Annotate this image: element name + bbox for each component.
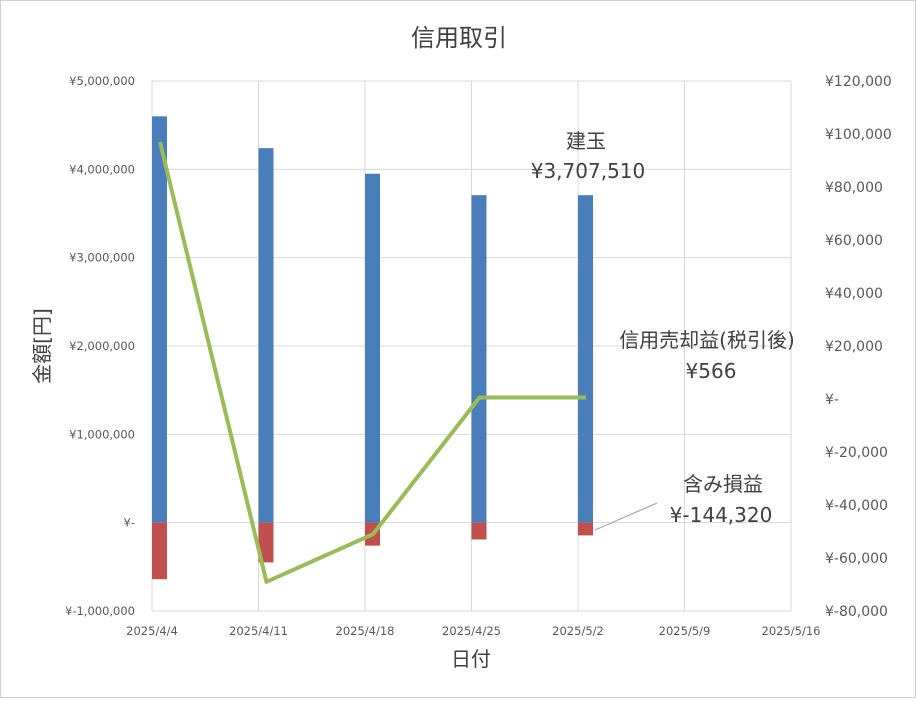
annotation-unrealized-value: ¥-144,320 (670, 503, 773, 527)
bars-layer (152, 116, 593, 579)
y-left-tick-label: ¥2,000,000 (69, 339, 135, 353)
position-bar (578, 195, 593, 522)
annotation-profit-value: ¥566 (686, 359, 737, 383)
y-left-tick-label: ¥-1,000,000 (65, 604, 135, 618)
position-bar (152, 116, 167, 522)
y-left-tick-label: ¥4,000,000 (69, 162, 135, 176)
position-bar (472, 195, 487, 522)
y-left-tick-label: ¥1,000,000 (69, 427, 135, 441)
unrealized-bar (578, 523, 593, 536)
unrealized-bar (152, 523, 167, 580)
x-tick-label: 2025/5/16 (762, 624, 821, 638)
annotation-profit: 信用売却益(税引後) ¥566 (619, 328, 795, 383)
chart-title: 信用取引 (411, 24, 507, 52)
y-right-tick-label: ¥-20,000 (825, 445, 888, 461)
annotation-tategyoku-label: 建玉 (566, 129, 606, 153)
annotation-profit-label: 信用売却益(税引後) (619, 328, 795, 352)
position-bar (365, 174, 380, 523)
y-axis-title: 金額[円] (30, 308, 54, 384)
y-right-tick-label: ¥100,000 (825, 127, 892, 143)
y-left-tick-label: ¥3,000,000 (69, 251, 135, 265)
y-right-tick-label: ¥120,000 (825, 74, 892, 90)
annotation-tategyoku-value: ¥3,707,510 (531, 159, 646, 183)
y-right-tick-label: ¥-80,000 (825, 604, 888, 620)
y-right-tick-label: ¥80,000 (825, 180, 883, 196)
position-bar (259, 148, 274, 523)
y-right-tick-label: ¥- (825, 392, 839, 408)
y-left-tick-label: ¥- (124, 516, 135, 530)
y-left-tick-label: ¥5,000,000 (69, 74, 135, 88)
x-tick-label: 2025/4/11 (229, 624, 288, 638)
y-right-tick-label: ¥40,000 (825, 286, 883, 302)
annotation-tategyoku: 建玉 ¥3,707,510 (531, 129, 646, 183)
y-right-tick-label: ¥20,000 (825, 339, 883, 355)
y-right-tick-label: ¥-40,000 (825, 498, 888, 514)
x-tick-label: 2025/4/4 (126, 624, 178, 638)
x-tick-label: 2025/5/9 (659, 624, 711, 638)
unrealized-bar (472, 523, 487, 540)
x-tick-label: 2025/4/25 (442, 624, 501, 638)
annotation-unrealized-label: 含み損益 (683, 472, 763, 496)
y-right-tick-label: ¥60,000 (825, 233, 883, 249)
annotation-unrealized: 含み損益 ¥-144,320 (595, 472, 772, 530)
x-tick-label: 2025/5/2 (552, 624, 604, 638)
x-axis-title: 日付 (451, 647, 491, 671)
annotation-unrealized-leader (595, 503, 657, 530)
y-right-tick-label: ¥-60,000 (825, 551, 888, 567)
x-tick-label: 2025/4/18 (336, 624, 395, 638)
